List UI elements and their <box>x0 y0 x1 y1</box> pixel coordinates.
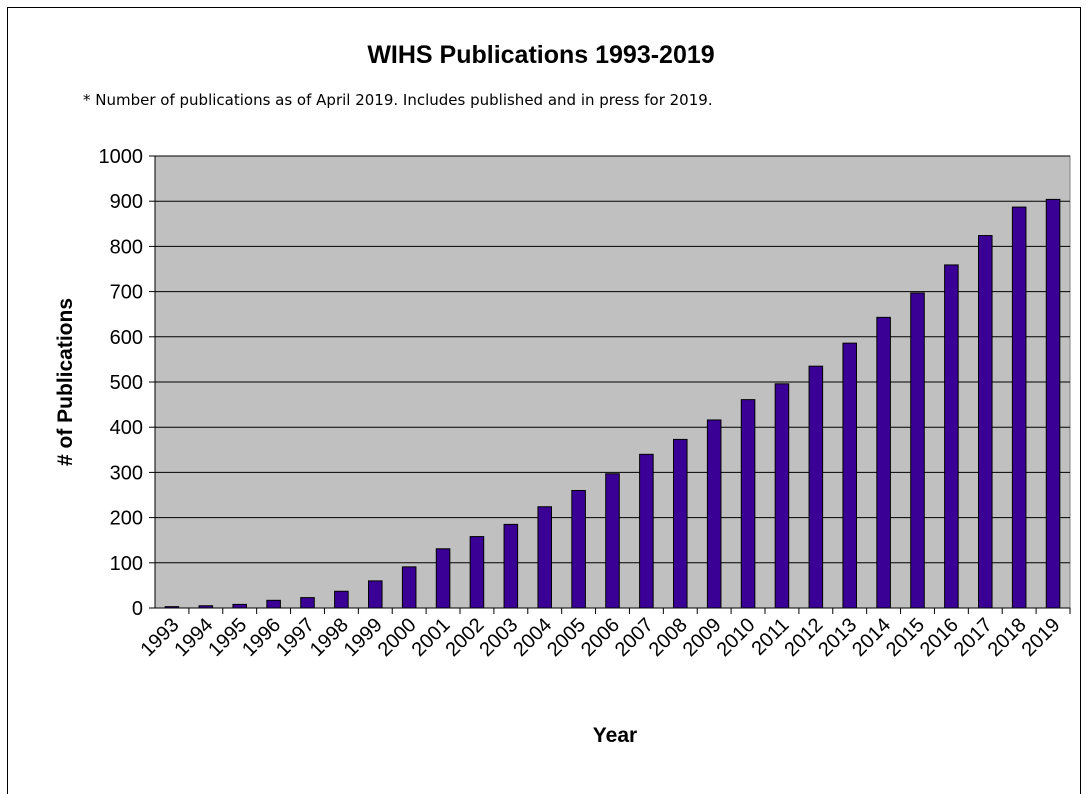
x-tick-label: 1995 <box>204 614 251 661</box>
x-tick-label: 2007 <box>611 614 658 661</box>
y-tick-label: 600 <box>110 327 143 349</box>
bar-1999 <box>368 580 383 609</box>
bar-2014 <box>876 316 891 609</box>
bar-2019 <box>1045 198 1061 609</box>
y-tick-label: 1000 <box>99 146 144 168</box>
x-tick-label: 2013 <box>814 614 861 661</box>
y-tick-label: 700 <box>110 282 143 304</box>
bar-2008 <box>673 438 688 609</box>
bar-2007 <box>639 453 654 609</box>
bar-1998 <box>334 590 349 609</box>
y-tick-label: 200 <box>110 508 143 530</box>
x-tick-label: 2017 <box>950 614 997 661</box>
x-tick-label: 1999 <box>340 614 387 661</box>
bar-2009 <box>706 419 722 609</box>
x-tick-label: 2005 <box>543 614 590 661</box>
x-tick-label: 2012 <box>780 614 827 661</box>
bar-2006 <box>605 473 620 609</box>
x-tick-label: 2002 <box>441 614 488 661</box>
y-tick-label: 400 <box>110 417 143 439</box>
bar-1995 <box>232 603 247 609</box>
bar-2010 <box>740 399 756 609</box>
chart-subtitle: * Number of publications as of April 201… <box>83 91 713 109</box>
bar-2017 <box>978 235 993 609</box>
bar-2012 <box>808 365 824 609</box>
x-tick-label: 1997 <box>272 614 319 661</box>
x-tick-label: 2003 <box>475 614 522 661</box>
x-tick-label: 1994 <box>170 614 217 661</box>
y-tick-label: 100 <box>110 553 143 575</box>
bar-2001 <box>435 548 451 609</box>
bar-1996 <box>266 599 281 609</box>
x-tick-label: 2014 <box>848 614 895 661</box>
bar-2016 <box>944 264 959 609</box>
x-tick-label: 2009 <box>679 614 726 661</box>
y-tick-label: 0 <box>132 598 143 620</box>
y-tick-label: 500 <box>110 372 143 394</box>
x-tick-label: 2008 <box>645 614 692 661</box>
bar-2000 <box>401 566 417 609</box>
x-tick-label: 2010 <box>713 614 760 661</box>
bar-2004 <box>537 506 553 609</box>
y-tick-labels: 0 100 200 300 400 500 600 700 800 900 1000 <box>99 146 155 620</box>
x-tick-label: 2018 <box>984 614 1031 661</box>
bar-2005 <box>571 489 586 609</box>
chart-title: WIHS Publications 1993-2019 <box>367 41 714 69</box>
x-tick-label: 2004 <box>509 614 556 661</box>
bar-2002 <box>469 536 485 609</box>
bar-2003 <box>503 523 519 609</box>
x-tick-label: 1998 <box>306 614 353 661</box>
bar-2018 <box>1011 206 1027 609</box>
x-tick-label: 2015 <box>882 614 929 661</box>
x-tick-label: 2016 <box>916 614 963 661</box>
bar-1997 <box>300 597 315 609</box>
x-tick-labels: 1993199419951996199719981999200020012002… <box>136 608 1071 661</box>
x-tick-label: 2001 <box>408 614 455 661</box>
y-axis-label: # of Publications <box>54 298 77 466</box>
x-tick-label: 2006 <box>577 614 624 661</box>
x-tick-label: 2019 <box>1018 614 1065 661</box>
y-tick-label: 300 <box>110 462 143 484</box>
bar-2011 <box>774 383 790 609</box>
x-tick-label: 1996 <box>238 614 285 661</box>
x-tick-label: 2000 <box>374 614 421 661</box>
x-axis-label: Year <box>593 724 637 747</box>
x-tick-label: 1993 <box>136 614 183 661</box>
bar-2015 <box>910 292 925 609</box>
bar-2013 <box>842 342 858 609</box>
y-tick-label: 800 <box>110 236 143 258</box>
y-tick-label: 900 <box>110 191 143 213</box>
